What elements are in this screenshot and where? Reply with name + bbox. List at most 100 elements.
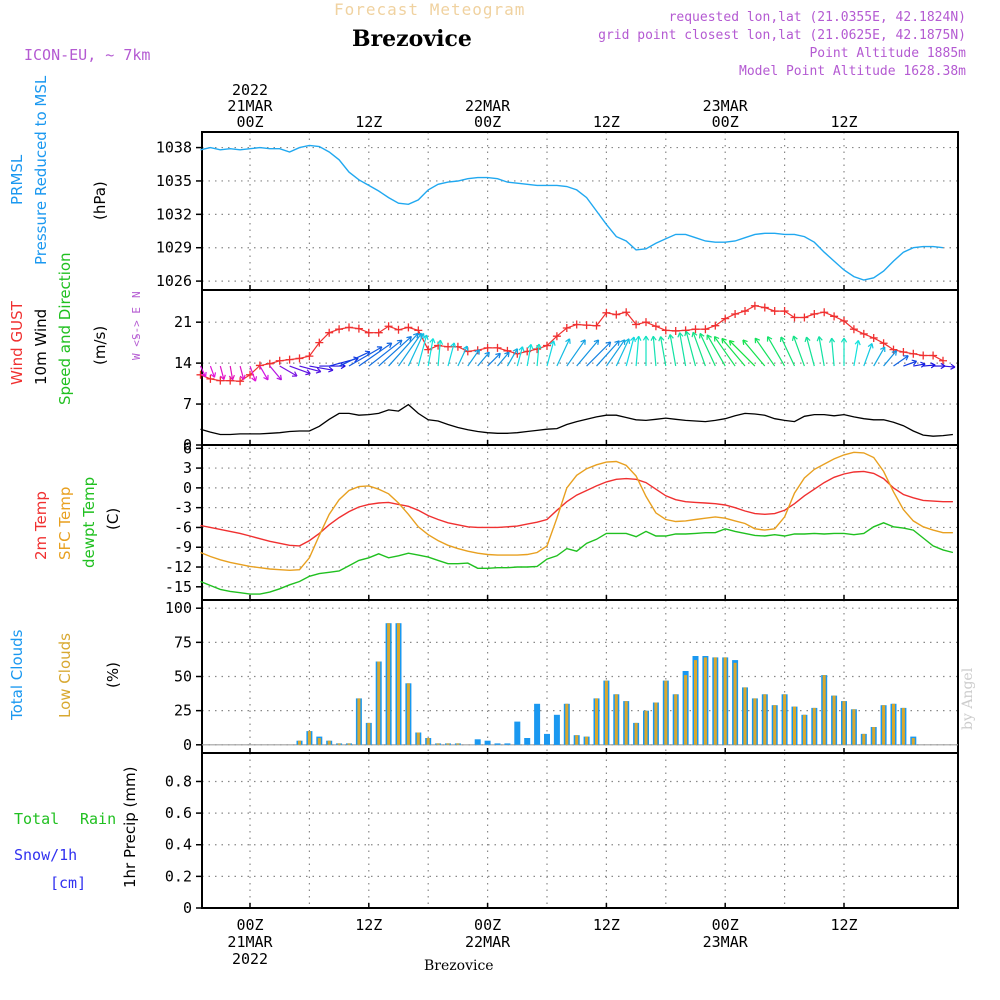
total-cloud-bar bbox=[553, 714, 560, 745]
low-cloud-bar bbox=[753, 698, 757, 745]
requested-coords: requested lon,lat (21.0355E, 42.1824N) bbox=[668, 10, 966, 25]
wind-direction-arrowhead bbox=[512, 348, 519, 354]
panel-axis-label: 1hr Precip (mm) bbox=[121, 767, 139, 888]
compass-south: S bbox=[130, 333, 143, 340]
low-cloud-bar bbox=[842, 701, 846, 745]
wind-gust-marker bbox=[295, 354, 304, 363]
wind-direction-arrowhead bbox=[677, 332, 684, 338]
wind-gust-marker bbox=[790, 313, 799, 322]
wind-direction-arrow bbox=[279, 365, 298, 377]
low-cloud-bar bbox=[654, 702, 658, 745]
time-label-top: 00Z bbox=[474, 113, 501, 131]
panel-axis-label: 10m Wind bbox=[32, 309, 50, 385]
wind-direction-arrow bbox=[713, 336, 736, 367]
wind-direction-arrowhead bbox=[462, 345, 469, 352]
y-tick-label: 100 bbox=[165, 599, 192, 617]
wind-direction-arrow bbox=[576, 339, 600, 367]
y-tick-label: 1026 bbox=[156, 272, 192, 290]
wind-gust-marker bbox=[780, 307, 789, 316]
wind-direction-arrow bbox=[679, 332, 687, 367]
wind-direction-arrowhead bbox=[429, 338, 436, 344]
low-cloud-bar bbox=[347, 743, 351, 745]
y-tick-label: 7 bbox=[183, 395, 192, 413]
time-label-bottom: 00Z bbox=[474, 916, 501, 934]
y-tick-label: 0.2 bbox=[165, 867, 192, 885]
wind-gust-marker bbox=[632, 320, 641, 329]
wind-direction-arrowhead bbox=[804, 336, 811, 343]
low-cloud-bar bbox=[694, 660, 697, 745]
wind-gust-marker bbox=[335, 325, 344, 334]
time-label-top: 12Z bbox=[593, 113, 620, 131]
wind-direction-arrow bbox=[913, 363, 926, 367]
y-tick-label: -3 bbox=[174, 499, 192, 517]
wind-gust-marker bbox=[849, 325, 858, 334]
low-cloud-bar bbox=[456, 743, 460, 745]
panel-axis-label: Speed and Direction bbox=[56, 252, 74, 405]
wind-gust-marker bbox=[384, 322, 393, 331]
wind-direction-arrowhead bbox=[619, 339, 626, 345]
panel-axis-label: Pressure Reduced to MSL bbox=[32, 75, 50, 265]
wind-direction-arrowhead bbox=[754, 337, 761, 344]
wind-direction-arrowhead bbox=[535, 343, 542, 349]
low-cloud-bar bbox=[793, 706, 796, 745]
low-cloud-bar bbox=[723, 657, 727, 745]
location-title: Brezovice bbox=[352, 26, 472, 52]
wind-gust-marker bbox=[612, 310, 621, 319]
wind-gust-marker bbox=[770, 307, 779, 316]
wind-gust-marker bbox=[741, 307, 749, 316]
wind-direction-arrow bbox=[754, 337, 776, 367]
panel-axis-label: Low Clouds bbox=[56, 633, 74, 718]
wind-direction-arrow bbox=[605, 339, 626, 367]
wind-direction-arrow bbox=[692, 332, 706, 367]
time-label-bottom: 23MAR bbox=[703, 933, 749, 951]
wind-gust-marker bbox=[810, 309, 819, 318]
low-cloud-bar bbox=[733, 662, 737, 745]
low-cloud-bar bbox=[595, 698, 598, 745]
y-tick-label: 3 bbox=[183, 459, 192, 477]
wind-direction-arrow bbox=[923, 364, 936, 367]
wind-direction-arrow bbox=[457, 345, 468, 367]
low-cloud-bar bbox=[773, 705, 777, 745]
wind-direction-arrowhead bbox=[854, 340, 861, 346]
wind-direction-arrow bbox=[516, 346, 524, 367]
y-tick-label: -6 bbox=[174, 518, 192, 536]
y-tick-label: 1038 bbox=[156, 139, 192, 157]
time-label-bottom: 00Z bbox=[712, 916, 739, 934]
low-cloud-bar bbox=[703, 657, 707, 745]
wind-gust-marker bbox=[582, 321, 591, 330]
wind-direction-arrowhead bbox=[276, 374, 282, 381]
low-cloud-bar bbox=[832, 695, 836, 745]
low-cloud-bar bbox=[604, 680, 608, 745]
wind-direction-arrow bbox=[398, 332, 422, 367]
y-tick-label: -12 bbox=[165, 558, 192, 576]
wind-direction-arrowhead bbox=[635, 335, 642, 341]
model-altitude: Model Point Altitude 1628.38m bbox=[739, 64, 966, 79]
wind-direction-arrowhead bbox=[650, 335, 657, 341]
y-tick-label: 25 bbox=[174, 702, 192, 720]
wind-direction-arrow bbox=[219, 365, 225, 380]
wind-direction-arrow bbox=[299, 365, 321, 373]
compass-north: N bbox=[130, 291, 143, 298]
y-tick-label: 0 bbox=[183, 479, 192, 497]
wind-direction-arrow bbox=[586, 341, 612, 367]
wind-direction-arrowhead bbox=[210, 372, 217, 378]
time-label-bottom: 22MAR bbox=[465, 933, 511, 951]
wind-direction-arrowhead bbox=[413, 332, 419, 339]
low-cloud-bar bbox=[713, 657, 717, 745]
wind-direction-arrowhead bbox=[766, 336, 773, 342]
low-cloud-bar bbox=[367, 722, 371, 745]
low-cloud-bar bbox=[565, 703, 569, 745]
low-cloud-bar bbox=[575, 735, 579, 745]
wind-direction-arrowhead bbox=[504, 351, 510, 358]
precip-legend-total: Total bbox=[14, 810, 59, 828]
wind-direction-arrowhead bbox=[791, 335, 798, 342]
wind-gust-marker bbox=[325, 328, 334, 337]
precip-legend-snow: Snow/1h bbox=[14, 846, 77, 864]
wind-direction-arrow bbox=[229, 365, 234, 380]
wind-gust-marker bbox=[731, 309, 740, 318]
wind-direction-arrow bbox=[388, 332, 419, 367]
wind-gust-marker bbox=[493, 343, 502, 352]
gridpoint-coords: grid point closest lon,lat (21.0625E, 42… bbox=[598, 28, 966, 43]
low-cloud-bar bbox=[783, 694, 787, 745]
